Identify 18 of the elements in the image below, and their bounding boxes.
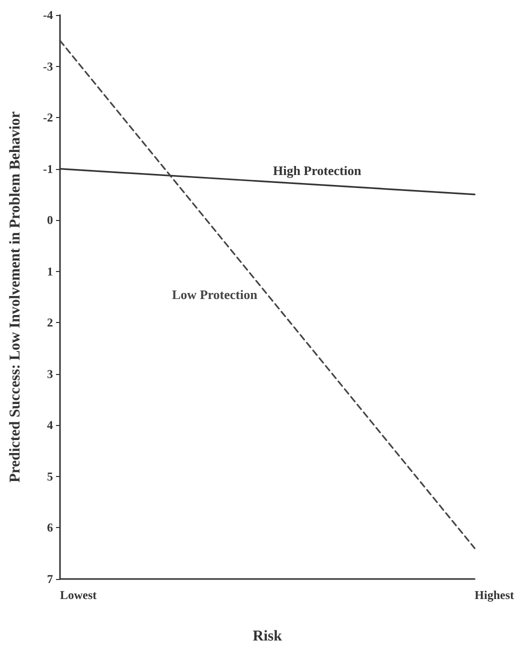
y-tick-label: 7 [47,572,53,586]
y-tick-label: -4 [43,8,53,22]
y-tick-label: 5 [47,469,53,484]
y-tick-label: 1 [47,264,53,278]
y-tick-label: 3 [47,366,53,381]
y-tick-label: 4 [47,418,53,432]
y-tick-label: 0 [47,213,53,228]
series-label: Low Protection [172,286,258,302]
series-label: High Protection [272,163,362,178]
y-tick-label: 2 [47,316,53,330]
x-tick-label: Lowest [60,588,97,602]
x-tick-label: Highest [474,588,514,602]
y-axis-title: Predicted Success: Low Involvement in Problem Behavior [8,111,24,483]
y-tick-label: -2 [43,110,53,125]
y-tick-label: -1 [43,162,53,176]
y-tick-label: 6 [47,520,53,535]
x-axis-title: Risk [252,628,283,644]
y-tick-label: -3 [43,59,53,74]
